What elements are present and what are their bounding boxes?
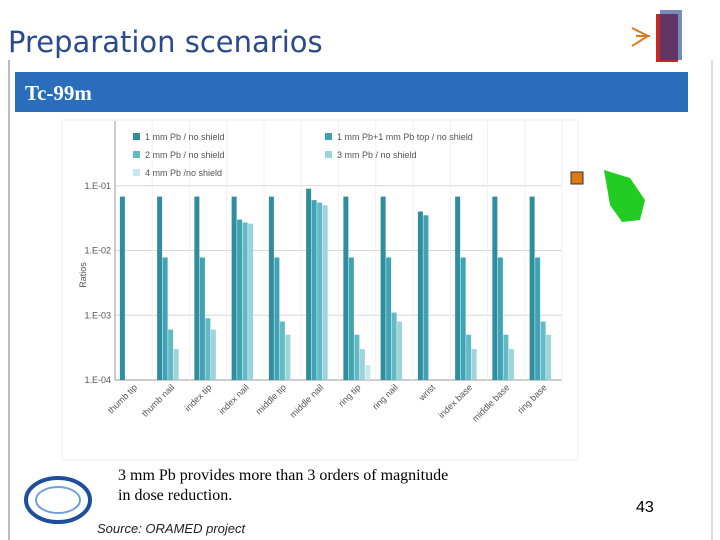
bar xyxy=(492,196,498,380)
bar xyxy=(397,321,403,380)
y-tick-label: 1.E-03 xyxy=(84,310,111,320)
bar xyxy=(497,257,503,380)
bar xyxy=(503,334,509,380)
bar xyxy=(248,223,254,380)
legend-swatch xyxy=(325,133,332,140)
legend-label: 4 mm Pb /no shield xyxy=(145,168,222,178)
legend-swatch xyxy=(133,151,140,158)
bar xyxy=(540,321,546,380)
legend-swatch xyxy=(133,169,140,176)
bar xyxy=(205,318,211,380)
bar xyxy=(343,196,349,380)
legend-label: 2 mm Pb / no shield xyxy=(145,150,225,160)
bar xyxy=(157,196,163,380)
bar xyxy=(508,349,514,380)
legend-label: 1 mm Pb+1 mm Pb top / no shield xyxy=(337,132,473,142)
bar xyxy=(199,257,205,380)
bar xyxy=(274,257,280,380)
bar xyxy=(306,188,312,380)
page-number: 43 xyxy=(636,499,654,516)
bar xyxy=(242,222,248,380)
subtitle-bar xyxy=(15,72,688,112)
caption: 3 mm Pb provides more than 3 orders of m… xyxy=(118,467,448,504)
bar xyxy=(423,215,429,380)
bar xyxy=(168,329,174,380)
bar xyxy=(210,329,216,380)
bar xyxy=(119,196,125,380)
icon-hand xyxy=(604,170,645,222)
legend-label: 3 mm Pb / no shield xyxy=(337,150,417,160)
bar xyxy=(386,257,392,380)
bar xyxy=(194,196,200,380)
bar xyxy=(311,200,317,380)
bar xyxy=(173,349,179,380)
y-tick-label: 1.E-02 xyxy=(84,246,111,256)
bar xyxy=(471,349,477,380)
bar xyxy=(359,349,365,380)
bar xyxy=(466,334,472,380)
bar xyxy=(348,257,354,380)
y-axis-label: Ratios xyxy=(78,262,88,288)
logo-top xyxy=(631,10,682,62)
source: Source: ORAMED project xyxy=(97,521,246,536)
bar xyxy=(322,205,328,380)
bar xyxy=(455,196,461,380)
y-tick-label: 1.E-01 xyxy=(84,181,111,191)
icon-source xyxy=(570,171,584,185)
bar xyxy=(365,365,371,380)
legend-swatch xyxy=(325,151,332,158)
bar xyxy=(380,196,386,380)
bar xyxy=(417,211,423,380)
bar xyxy=(268,196,274,380)
bar xyxy=(354,334,360,380)
bar xyxy=(231,196,237,380)
bar xyxy=(546,334,552,380)
bar xyxy=(391,312,397,380)
bar xyxy=(285,334,291,380)
bar xyxy=(162,257,168,380)
legend-swatch xyxy=(133,133,140,140)
bar xyxy=(279,321,285,380)
bar xyxy=(460,257,466,380)
slide-title: Preparation scenarios xyxy=(8,25,323,59)
bar xyxy=(529,196,535,380)
subtitle: Tc-99m xyxy=(25,81,92,105)
bar xyxy=(237,219,243,380)
y-tick-label: 1.E-04 xyxy=(84,375,111,385)
bar xyxy=(535,257,541,380)
legend-label: 1 mm Pb / no shield xyxy=(145,132,225,142)
logo-oramed xyxy=(24,476,92,524)
bar xyxy=(317,202,323,380)
